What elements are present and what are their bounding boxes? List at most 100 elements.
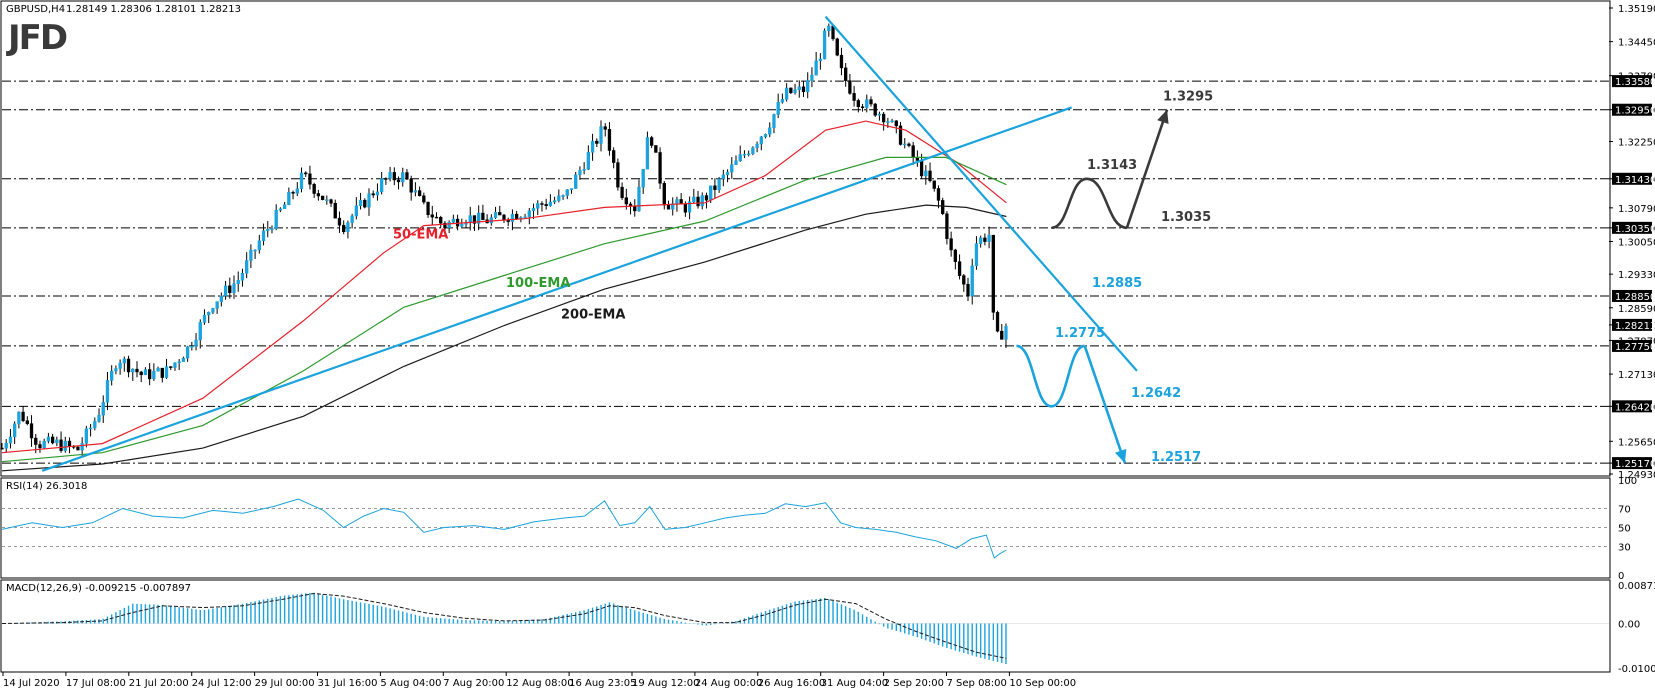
candle-body: [936, 188, 941, 201]
candle-body: [249, 249, 253, 261]
chart-symbol: GBPUSD,H4: [6, 4, 65, 15]
candle-body: [384, 178, 388, 180]
candle-body: [63, 440, 67, 451]
candle-body: [232, 283, 236, 293]
price-tick-label-17: 1.24930: [1618, 470, 1655, 481]
candle-body: [202, 314, 207, 323]
candle-body: [974, 243, 979, 267]
candle-body: [164, 366, 169, 378]
candle-body: [80, 443, 84, 451]
candle-body: [759, 136, 763, 145]
candle-body: [860, 106, 865, 108]
jfd-logo: JFD: [6, 18, 67, 58]
candle-body: [654, 145, 658, 153]
candle-body: [839, 54, 844, 69]
candle-body: [531, 208, 536, 212]
candle-body: [540, 203, 544, 205]
x-tick-label-0: 14 Jul 2020: [3, 678, 60, 689]
candle-body: [4, 442, 8, 449]
candle-body: [287, 191, 291, 206]
candle-body: [776, 102, 780, 115]
candle-body: [8, 436, 13, 444]
candle-body: [493, 212, 498, 218]
rsi-tick-label-2: 50: [1618, 524, 1631, 535]
candle-body: [143, 369, 148, 376]
candle-body: [624, 197, 628, 205]
level-tag-6: 1.26420: [1615, 402, 1655, 413]
candle-body: [42, 440, 46, 449]
candle-body: [924, 170, 928, 177]
candle-body: [219, 295, 224, 302]
candle-body: [401, 172, 405, 183]
candle-body: [557, 195, 561, 201]
candle-body: [717, 178, 721, 190]
candle-body: [363, 199, 367, 208]
candle-body: [270, 228, 274, 231]
candle-body: [932, 180, 936, 189]
candle-body: [658, 152, 662, 184]
candle-body: [595, 140, 599, 144]
candle-body: [831, 25, 835, 40]
candle-body: [110, 370, 114, 381]
candle-body: [747, 153, 751, 156]
candle-body: [578, 170, 582, 176]
level-tag-box-0: [1612, 75, 1652, 88]
x-tick-label-1: 17 Jul 08:00: [66, 678, 126, 689]
level-tag-box-4: [1612, 289, 1652, 302]
candle-body: [683, 204, 688, 213]
candle-body: [1004, 325, 1008, 340]
price-tick-label-13: 1.27130: [1618, 370, 1655, 381]
candle-body: [721, 174, 725, 180]
price-tick-label-10: 1.28590: [1618, 304, 1655, 315]
candle-body: [358, 199, 363, 207]
candle-body: [1000, 330, 1004, 340]
candle-body: [38, 444, 42, 449]
candle-body: [852, 93, 856, 101]
candle-body: [118, 362, 122, 369]
candle-body: [637, 186, 641, 212]
candle-body: [25, 420, 29, 424]
candle-body: [822, 30, 827, 60]
x-tick-label-5: 31 Jul 16:00: [318, 678, 378, 689]
candle-body: [894, 120, 898, 127]
candle-body: [430, 214, 434, 218]
rsi-title: RSI(14) 26.3018: [6, 481, 87, 492]
candle-body: [59, 439, 63, 451]
candle-body: [523, 216, 527, 219]
candle-body: [371, 193, 375, 196]
candle-body: [953, 249, 958, 262]
price-tick-label-15: 1.25650: [1618, 437, 1655, 448]
scenario-up-leg: [1125, 109, 1169, 229]
annotation-7: 1.2775: [1055, 326, 1105, 341]
candle-body: [207, 312, 211, 316]
x-tick-label-3: 24 Jul 12:00: [192, 678, 252, 689]
candle-body: [991, 234, 995, 313]
macd-signal-line: [1, 592, 1007, 659]
candle-body: [460, 223, 464, 227]
candle-body: [392, 172, 396, 181]
candle-body: [472, 215, 477, 224]
candle-body: [844, 67, 848, 81]
candle-body: [780, 99, 785, 103]
candle-body: [696, 196, 700, 207]
macd-panel: [0, 579, 1611, 673]
candle-body: [156, 367, 160, 372]
candle-body: [616, 162, 620, 188]
candle-body: [413, 190, 418, 193]
current-price-tag: 1.28213: [1615, 321, 1655, 332]
level-tag-5: 1.27750: [1615, 342, 1655, 353]
candle-body: [915, 157, 920, 161]
candle-body: [970, 265, 974, 297]
candle-body: [751, 147, 755, 155]
candle-body: [299, 172, 304, 190]
candle-body: [261, 230, 266, 242]
candle-body: [308, 173, 312, 185]
annotation-5: 1.3035: [1161, 210, 1211, 225]
candle-body: [97, 414, 101, 422]
candle-body: [877, 113, 882, 116]
annotation-6: 1.2885: [1092, 276, 1142, 291]
candle-body: [152, 370, 156, 380]
candle-body: [139, 371, 143, 376]
candle-body: [135, 368, 139, 373]
